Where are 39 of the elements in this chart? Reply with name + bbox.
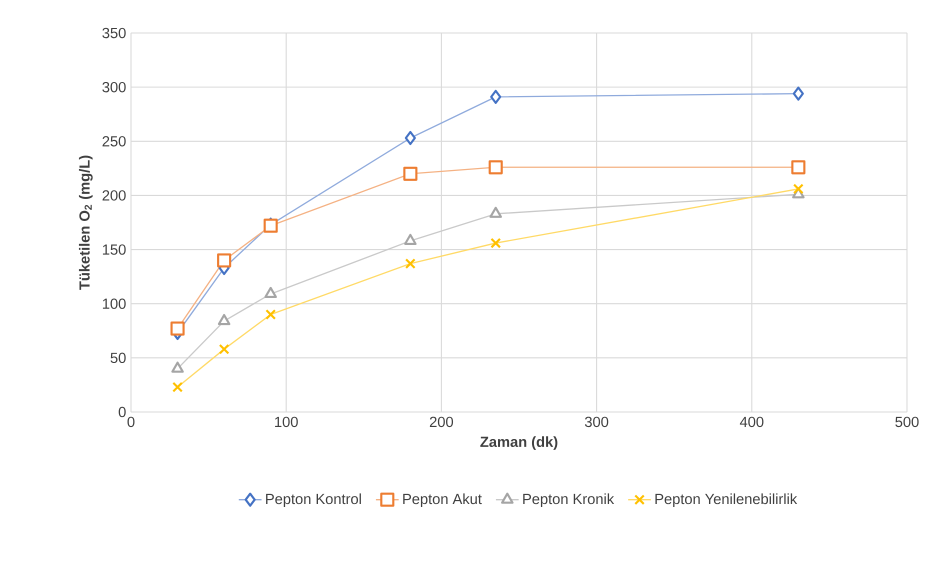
legend-label: Pepton Yenilenebilirlik	[655, 493, 798, 508]
x-axis-title: Zaman (dk)	[480, 436, 558, 450]
point	[218, 314, 230, 326]
point	[265, 309, 276, 320]
point	[490, 238, 502, 248]
legend-label: Pepton Akut	[403, 493, 482, 508]
point	[792, 86, 804, 101]
x-tick-label: 500	[895, 416, 919, 428]
x-tick-label: 300	[584, 416, 608, 428]
y-tick-label: 350	[102, 28, 126, 38]
point	[218, 344, 230, 354]
point	[791, 160, 806, 174]
point	[405, 258, 416, 269]
point	[171, 362, 184, 373]
y-tick-label: 100	[102, 298, 126, 309]
x-tick-label: 400	[740, 416, 764, 428]
y-tick-label: 200	[102, 190, 126, 201]
y-tick-label: 50	[110, 352, 126, 364]
y-tick-label: 150	[102, 244, 126, 255]
point	[404, 234, 417, 245]
y-axis-title: Tüketilen O$_{2}$ (mg/L)	[78, 156, 93, 290]
legend-label: Pepton Kontrol	[266, 493, 361, 508]
y-tick-label: 250	[102, 136, 126, 146]
x-tick-label: 100	[275, 416, 298, 428]
point	[404, 130, 416, 146]
y-tick-label: 300	[102, 82, 126, 92]
point	[490, 90, 502, 104]
point	[403, 166, 418, 181]
point	[172, 382, 183, 392]
point	[489, 206, 502, 218]
x-tick-label: 0	[127, 416, 134, 428]
point	[488, 160, 503, 174]
point	[170, 322, 185, 336]
y-tick-label: 0	[118, 406, 126, 418]
legend-label: Pepton Kronik	[523, 493, 614, 508]
point	[217, 253, 232, 268]
x-tick-label: 200	[430, 416, 454, 428]
point	[793, 184, 804, 194]
point	[264, 286, 277, 298]
